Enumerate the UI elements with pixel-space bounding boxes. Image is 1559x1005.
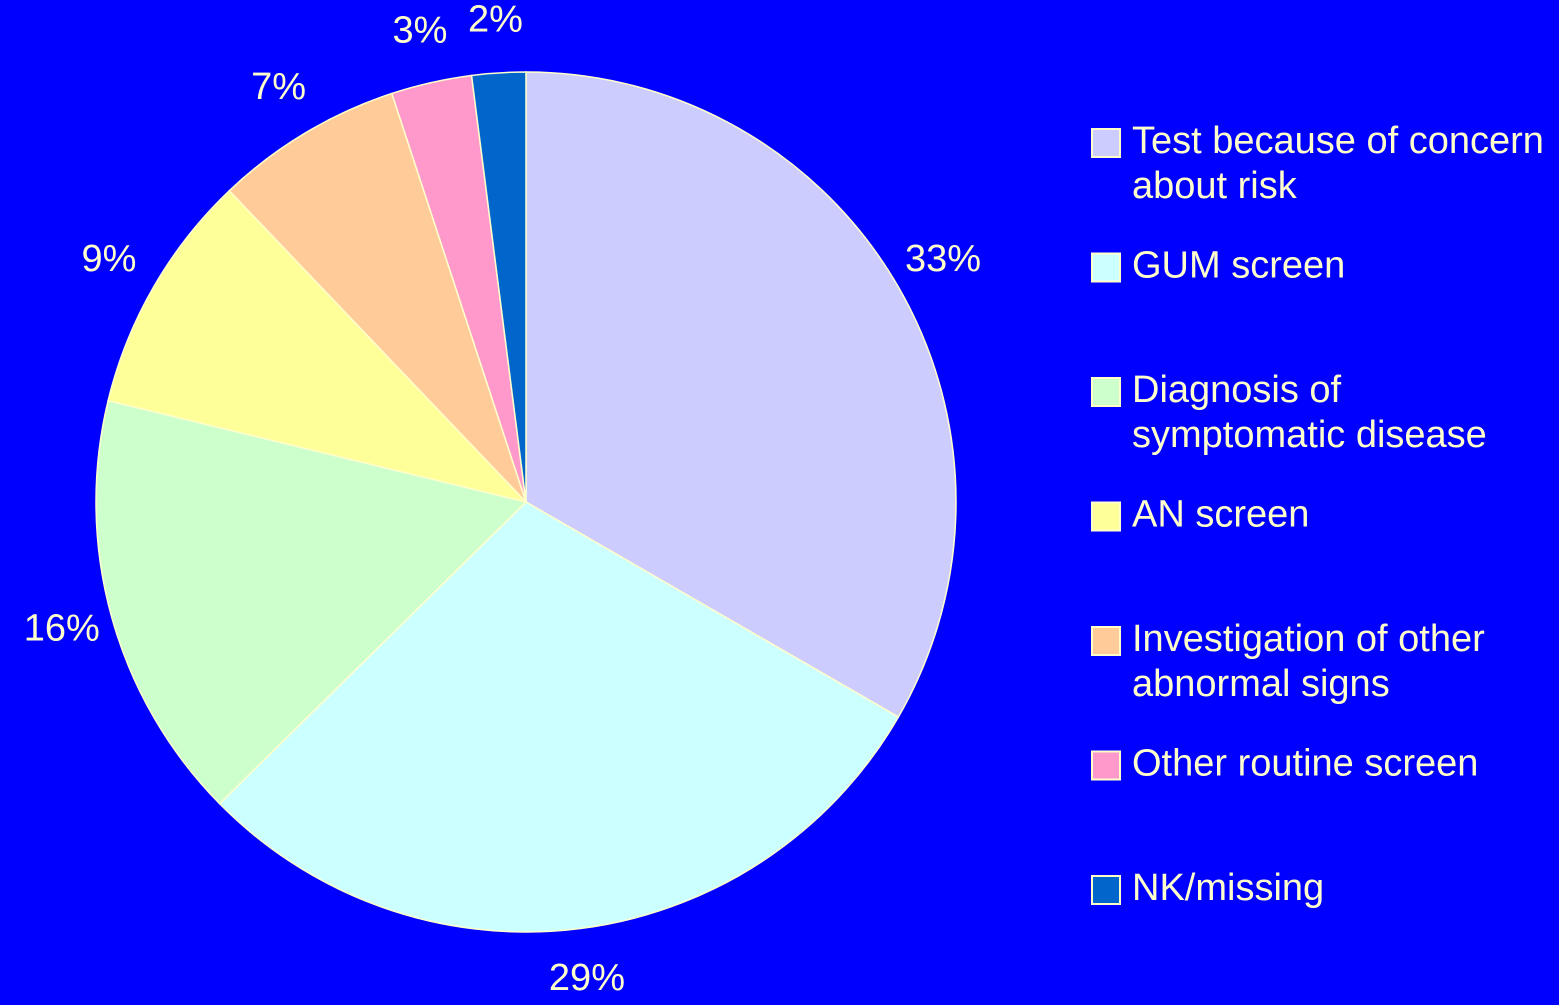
data-label: 9% <box>81 238 136 280</box>
legend-line: symptomatic disease <box>1132 414 1487 456</box>
legend-line: GUM screen <box>1132 245 1345 287</box>
legend-label: Test because of concern about risk <box>1132 120 1544 207</box>
legend-line: Diagnosis of <box>1132 369 1342 411</box>
legend-label: NK/missing <box>1132 867 1324 909</box>
legend-line: abnormal signs <box>1132 663 1390 705</box>
legend-line: Test because of concern <box>1132 120 1544 162</box>
legend-line: NK/missing <box>1132 867 1324 909</box>
legend-swatch <box>1091 875 1121 905</box>
legend-swatch <box>1091 750 1121 781</box>
legend-label: Other routine screen <box>1132 743 1478 785</box>
pie-slice <box>470 71 527 503</box>
legend-swatch <box>1091 128 1121 158</box>
legend-line: Investigation of other <box>1132 618 1485 660</box>
data-label: 29% <box>549 957 625 999</box>
legend-swatch <box>1091 252 1121 283</box>
pie-slice <box>95 399 528 805</box>
data-label: 16% <box>24 607 100 649</box>
data-label: 3% <box>392 9 447 51</box>
data-label: 2% <box>468 0 523 40</box>
legend-label: GUM screen <box>1132 245 1345 287</box>
legend-swatch <box>1091 501 1121 532</box>
pie-slice <box>525 71 957 719</box>
legend-line: AN screen <box>1132 494 1309 536</box>
pie-slice <box>228 92 527 503</box>
legend-label: Investigation of other abnormal signs <box>1132 618 1485 705</box>
legend-line: about risk <box>1132 165 1298 207</box>
legend-swatch <box>1091 377 1121 407</box>
legend-line: Other routine screen <box>1132 743 1478 785</box>
data-label: 33% <box>905 238 981 280</box>
legend-label: Diagnosis of symptomatic disease <box>1132 369 1487 456</box>
legend-label: AN screen <box>1132 494 1309 536</box>
pie-slice <box>107 189 529 504</box>
legend-swatch <box>1091 626 1121 656</box>
data-label: 7% <box>251 66 306 108</box>
pie-slice <box>218 501 900 933</box>
